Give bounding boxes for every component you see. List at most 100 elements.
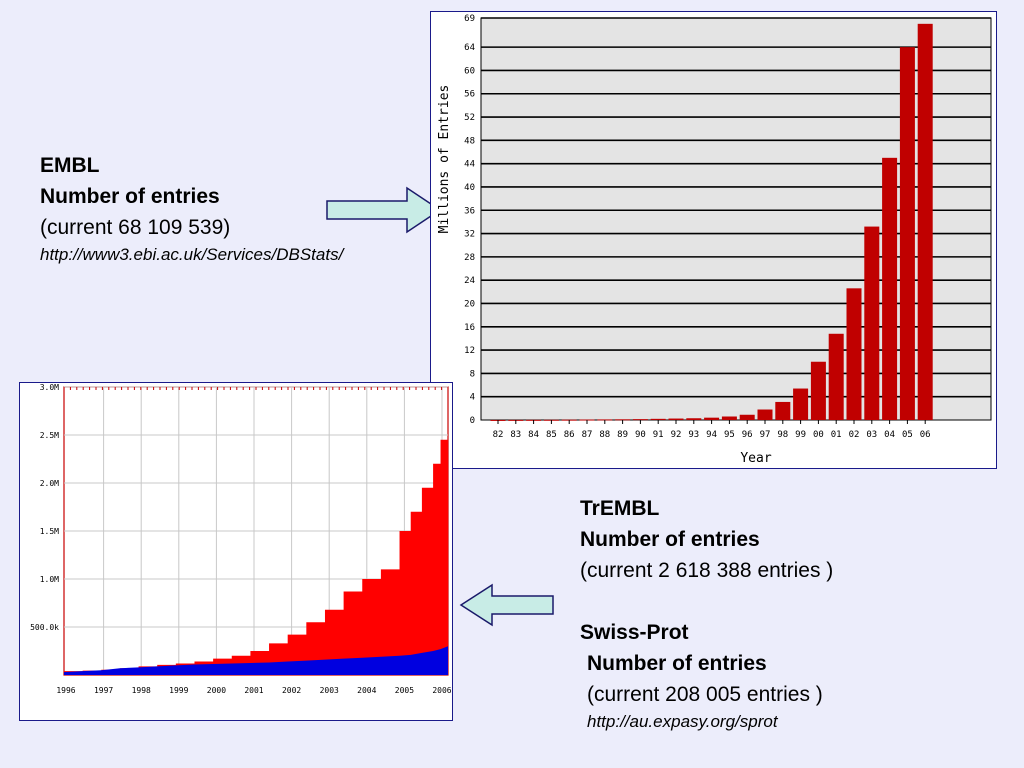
x-tick-label: 93 xyxy=(688,430,699,440)
x-tick-label: 92 xyxy=(671,430,682,440)
y-tick-label: 24 xyxy=(464,276,475,286)
bar-92 xyxy=(668,418,684,420)
x-tick-label: 99 xyxy=(795,430,806,440)
bar-96 xyxy=(739,414,755,420)
x-tick-label: 95 xyxy=(724,430,735,440)
bar-01 xyxy=(828,333,844,420)
x-tick-label: 06 xyxy=(920,430,931,440)
x-tick-label: 2004 xyxy=(357,686,376,695)
embl-label-block: EMBL Number of entries (current 68 109 5… xyxy=(40,150,343,267)
trembl-swissprot-area-chart: 1996 1997 1998 1999 2000 2001 2002 2003 2004 2005… xyxy=(30,383,452,695)
swissprot-label-block: Swiss-Prot Number of entries (current 20… xyxy=(580,617,823,734)
y-tick-label: 48 xyxy=(464,136,475,146)
bar-89 xyxy=(615,419,631,421)
trembl-chart-panel: 1996 1997 1998 1999 2000 2001 2002 2003 2004 2005… xyxy=(19,382,453,721)
bar-05 xyxy=(899,47,915,421)
x-tick-label: 02 xyxy=(849,430,860,440)
y-tick-label: 36 xyxy=(464,206,475,216)
trembl-current-count: (current 2 618 388 entries ) xyxy=(580,559,834,582)
y-tick-label: 60 xyxy=(464,66,475,76)
x-tick-label: 88 xyxy=(599,430,610,440)
trembl-heading: TrEMBL xyxy=(580,497,660,520)
x-tick-label: 84 xyxy=(528,430,539,440)
swissprot-url-link[interactable]: http://au.expasy.org/sprot xyxy=(587,712,778,731)
y-tick-label: 28 xyxy=(464,253,475,263)
embl-subheading: Number of entries xyxy=(40,185,220,208)
y-tick-label: 32 xyxy=(464,230,475,240)
embl-heading: EMBL xyxy=(40,154,100,177)
y-tick-label: 44 xyxy=(464,160,475,170)
trembl-area-series xyxy=(64,425,448,675)
y-tick-label: 1.0M xyxy=(40,575,59,584)
y-tick-label: 1.5M xyxy=(40,527,59,536)
y-tick-label: 16 xyxy=(464,323,475,333)
y-tick-label: 12 xyxy=(464,346,475,356)
x-tick-label: 91 xyxy=(653,430,664,440)
bar-04 xyxy=(882,157,898,420)
x-tick-label: 97 xyxy=(760,430,771,440)
embl-current-count: (current 68 109 539) xyxy=(40,216,231,239)
x-tick-label: 98 xyxy=(777,430,788,440)
x-tick-label: 2001 xyxy=(244,686,263,695)
y-tick-label: 3.0M xyxy=(40,383,59,392)
y-tick-label: 0 xyxy=(470,416,475,426)
bar-00 xyxy=(810,361,826,420)
x-tick-label: 94 xyxy=(706,430,717,440)
y-tick-label: 500.0k xyxy=(30,623,59,632)
x-tick-label: 2005 xyxy=(395,686,414,695)
embl-url-link[interactable]: http://www3.ebi.ac.uk/Services/DBStats/ xyxy=(40,245,344,264)
x-tick-label: 1997 xyxy=(94,686,113,695)
y-tick-label: 64 xyxy=(464,43,475,53)
x-axis-label: Year xyxy=(740,451,771,466)
x-tick-label: 1998 xyxy=(132,686,151,695)
y-tick-label: 69 xyxy=(464,14,475,24)
x-tick-label: 1999 xyxy=(169,686,188,695)
bar-99 xyxy=(793,388,809,420)
bar-97 xyxy=(757,409,773,420)
x-tick-label: 2002 xyxy=(282,686,301,695)
x-tick-label: 03 xyxy=(866,430,877,440)
x-tick-label: 85 xyxy=(546,430,557,440)
x-tick-label: 87 xyxy=(582,430,593,440)
arrow-left-icon xyxy=(459,583,554,627)
arrow-right-icon xyxy=(326,186,442,234)
bar-06 xyxy=(917,23,933,421)
y-tick-label: 2.5M xyxy=(40,431,59,440)
bar-91 xyxy=(650,418,666,420)
x-tick-label: 89 xyxy=(617,430,628,440)
x-tick-label: 04 xyxy=(884,430,895,440)
x-tick-label: 90 xyxy=(635,430,646,440)
bar-90 xyxy=(632,419,648,421)
swissprot-heading: Swiss-Prot xyxy=(580,621,689,644)
bar-88 xyxy=(597,419,613,421)
trembl-subheading: Number of entries xyxy=(580,528,760,551)
x-tick-label: 86 xyxy=(564,430,575,440)
x-tick-label: 00 xyxy=(813,430,824,440)
y-tick-label: 4 xyxy=(470,393,475,403)
bar-98 xyxy=(775,401,791,420)
swissprot-current-count: (current 208 005 entries ) xyxy=(587,683,823,706)
x-tick-label: 01 xyxy=(831,430,842,440)
trembl-label-block: TrEMBL Number of entries (current 2 618 … xyxy=(580,493,833,586)
embl-chart-panel: 0 4 8 12 16 20 24 28 32 36 40 44 48 52 56 60 64 69 82 83 84 8… xyxy=(430,11,997,469)
bar-02 xyxy=(846,288,862,420)
swissprot-subheading: Number of entries xyxy=(587,652,767,675)
y-tick-label: 20 xyxy=(464,299,475,309)
swissprot-area-series xyxy=(64,646,448,675)
x-tick-label: 2006 xyxy=(432,686,451,695)
x-tick-label: 1996 xyxy=(56,686,75,695)
x-tick-label: 2003 xyxy=(320,686,339,695)
y-tick-label: 56 xyxy=(464,90,475,100)
x-tick-label: 2000 xyxy=(207,686,226,695)
bar-03 xyxy=(864,226,880,420)
x-tick-label: 96 xyxy=(742,430,753,440)
bar-94 xyxy=(704,417,720,420)
y-tick-label: 8 xyxy=(470,369,475,379)
y-axis-label: Millions of Entries xyxy=(437,85,452,234)
y-tick-label: 2.0M xyxy=(40,479,59,488)
x-tick-label: 82 xyxy=(493,430,504,440)
bar-95 xyxy=(721,416,737,420)
bar-93 xyxy=(686,418,702,420)
y-tick-label: 52 xyxy=(464,113,475,123)
